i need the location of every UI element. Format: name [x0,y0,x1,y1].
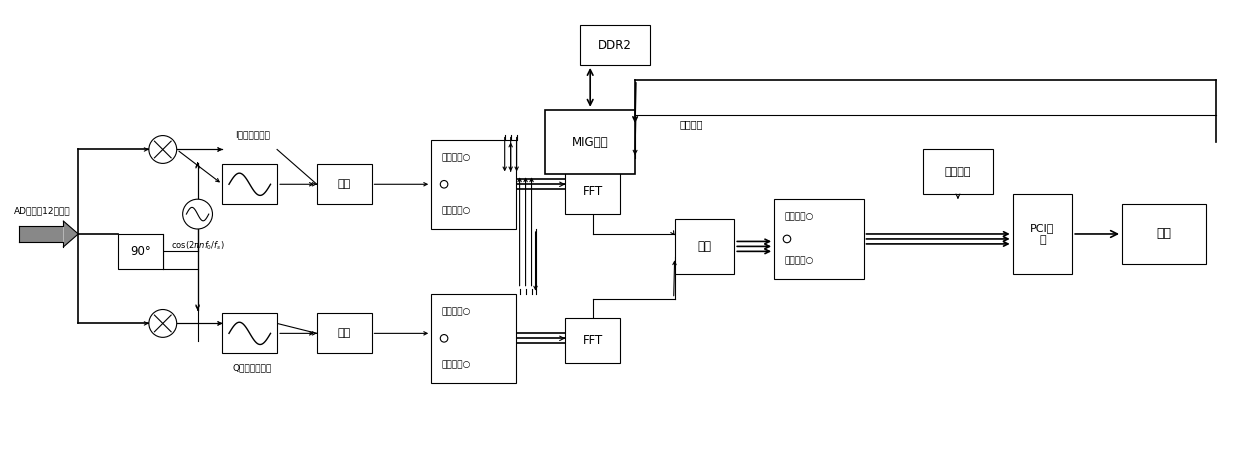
Text: $\cos(2\pi nf_0/f_s)$: $\cos(2\pi nf_0/f_s)$ [171,240,224,252]
Bar [1013,194,1073,274]
Text: 求模: 求模 [697,240,712,253]
Bar [317,313,372,353]
Bar [222,313,277,353]
Bar [675,219,734,274]
Bar [432,294,516,383]
Text: 连续方式○: 连续方式○ [441,361,470,369]
Text: FFT: FFT [583,334,603,347]
Text: PCI接
口: PCI接 口 [1030,223,1054,245]
Bar [580,25,650,65]
Text: Q路移相滤波器: Q路移相滤波器 [233,363,272,372]
Text: 触发方式○: 触发方式○ [441,153,470,162]
Text: 连续方式○: 连续方式○ [441,207,470,216]
Bar [774,199,863,279]
Circle shape [149,309,176,337]
Text: 触发方式○: 触发方式○ [784,213,813,222]
Text: 抽取: 抽取 [337,179,351,189]
Text: MIG接口: MIG接口 [572,135,609,149]
Text: FFT: FFT [583,185,603,198]
Text: AD采样的12位数据: AD采样的12位数据 [14,207,71,216]
Text: 触发模块: 触发模块 [945,167,971,177]
Bar [222,164,277,204]
Text: 90°: 90° [130,245,151,258]
Bar [923,150,993,194]
Text: DDR2: DDR2 [598,39,632,51]
Bar [317,164,372,204]
Bar [565,169,620,214]
Text: 连续方式○: 连续方式○ [784,256,813,265]
Bar [19,226,63,242]
Bar [118,234,162,269]
Bar [432,140,516,229]
Text: 抽取: 抽取 [337,328,351,338]
Text: 触发信号: 触发信号 [680,120,703,129]
Circle shape [149,135,176,163]
Text: 主机: 主机 [1157,228,1172,241]
Bar [565,319,620,363]
Polygon shape [63,221,78,247]
Bar [546,110,635,174]
Bar [1122,204,1207,264]
Text: I路移相滤波器: I路移相滤波器 [234,130,269,140]
Circle shape [182,199,212,229]
Text: 触发方式○: 触发方式○ [441,307,470,316]
